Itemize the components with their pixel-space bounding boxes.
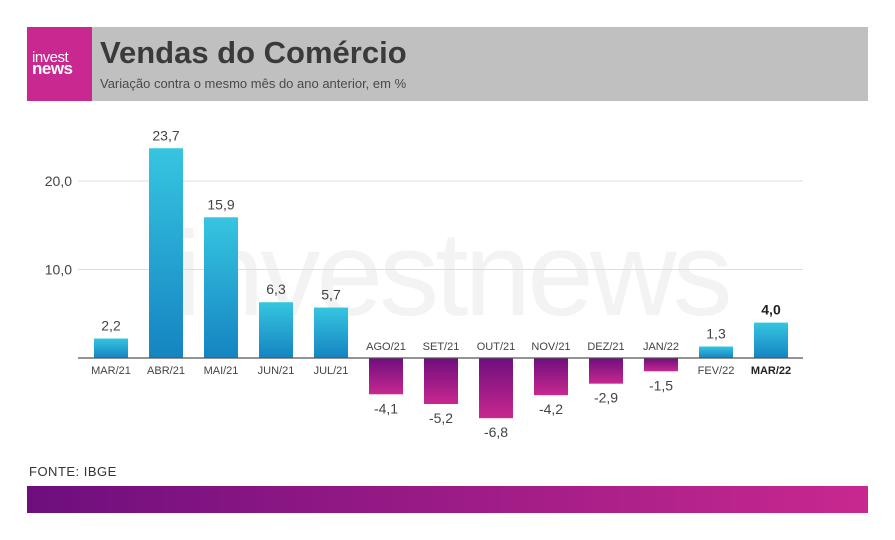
value-label: 4,0	[761, 302, 781, 318]
bar-dez-21	[589, 358, 623, 384]
chart-header: invest news Vendas do Comércio Variação …	[27, 27, 868, 101]
value-label: -6,8	[484, 424, 508, 440]
bar-mar-21	[94, 338, 128, 358]
value-label: -2,9	[594, 390, 618, 406]
footer-gradient-bar	[27, 486, 868, 513]
chart-title: Vendas do Comércio	[100, 35, 407, 70]
bar-jul-21	[314, 307, 348, 358]
value-label: 1,3	[706, 325, 726, 341]
category-label: AGO/21	[366, 341, 406, 353]
investnews-logo: invest news	[27, 27, 92, 101]
y-tick-label: 10,0	[45, 262, 72, 278]
bar-ago-21	[369, 358, 403, 395]
bar-mar-22	[754, 322, 788, 358]
category-label: NOV/21	[531, 341, 570, 353]
bar-out-21	[479, 358, 513, 419]
bar-mai-21	[204, 217, 238, 358]
y-tick-label: 20,0	[45, 173, 72, 189]
value-label: 2,2	[101, 318, 121, 334]
category-label: DEZ/21	[587, 341, 624, 353]
category-label: JUN/21	[258, 365, 295, 377]
bar-set-21	[424, 358, 458, 405]
logo-text-line1: invest	[32, 49, 69, 66]
bar-nov-21	[534, 358, 568, 396]
category-label: FEV/22	[698, 365, 735, 377]
value-label: -4,1	[374, 400, 398, 416]
chart-subtitle: Variação contra o mesmo mês do ano anter…	[100, 76, 407, 91]
logo-text-line2: news	[32, 59, 73, 78]
category-label: MAI/21	[204, 365, 239, 377]
bar-jun-21	[259, 302, 293, 358]
source-note: FONTE: IBGE	[29, 464, 117, 479]
value-label: -5,2	[429, 410, 453, 426]
category-label: MAR/21	[91, 365, 131, 377]
category-label: JUL/21	[314, 365, 349, 377]
value-label: 15,9	[207, 196, 234, 212]
value-label: 23,7	[152, 127, 179, 143]
category-label: SET/21	[423, 341, 460, 353]
bar-abr-21	[149, 148, 183, 358]
category-label: MAR/22	[751, 365, 791, 377]
category-label: OUT/21	[477, 341, 516, 353]
bar-fev-22	[699, 346, 733, 358]
bar-jan-22	[644, 358, 678, 372]
value-label: 6,3	[266, 281, 286, 297]
category-label: ABR/21	[147, 365, 185, 377]
value-label: -4,2	[539, 401, 563, 417]
value-label: -1,5	[649, 377, 673, 393]
value-label: 5,7	[321, 287, 341, 303]
category-label: JAN/22	[643, 341, 679, 353]
